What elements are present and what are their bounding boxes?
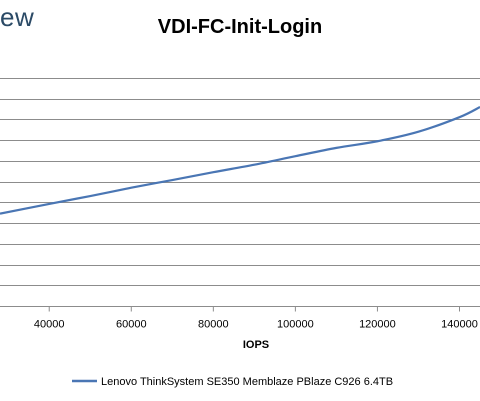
legend-label-1: Lenovo ThinkSystem SE350 Memblaze PBlaze… xyxy=(101,376,393,388)
series-lines xyxy=(0,106,480,215)
x-tick-label-60000: 60000 xyxy=(116,319,147,331)
x-tick-label-120000: 120000 xyxy=(359,319,396,331)
legend: Lenovo ThinkSystem SE350 Memblaze PBlaze… xyxy=(72,376,393,388)
x-tick-label-40000: 40000 xyxy=(34,319,65,331)
x-tick-label-140000: 140000 xyxy=(441,319,478,331)
x-tick-label-100000: 100000 xyxy=(277,319,314,331)
x-axis-ticks: 40000 60000 80000 100000 120000 140000 xyxy=(34,306,478,331)
gridlines xyxy=(0,78,480,307)
brand-fragment: ew xyxy=(0,2,35,32)
x-axis-label: IOPS xyxy=(243,339,269,351)
chart-title: VDI-FC-Init-Login xyxy=(158,16,322,38)
x-tick-label-80000: 80000 xyxy=(198,319,229,331)
series-line-1 xyxy=(0,106,480,215)
